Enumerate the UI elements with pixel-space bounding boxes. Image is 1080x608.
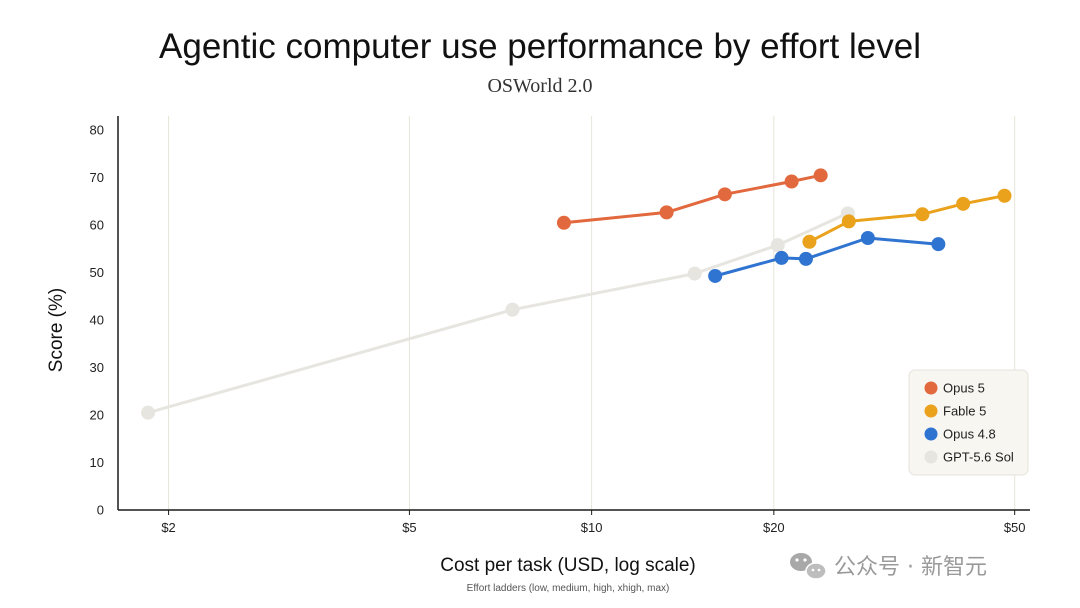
legend-label: Opus 5 [943,381,985,396]
y-axis-title: Score (%) [46,288,67,372]
y-tick-label: 70 [90,170,104,185]
x-tick-label: $5 [402,520,416,535]
data-point-opus-5 [784,174,799,189]
series-opus-4-8 [708,230,946,283]
data-point-opus-4-8 [708,268,723,283]
data-point-opus-5 [556,215,571,230]
x-tick-label: $20 [763,520,785,535]
series-fable-5 [802,188,1012,249]
legend-swatch [924,381,938,395]
chart-title: Agentic computer use performance by effo… [159,27,921,66]
data-point-opus-5 [813,168,828,183]
data-point-opus-4-8 [931,237,946,252]
wechat-icon [790,553,827,580]
y-tick-label: 60 [90,218,104,233]
series-line-opus-4-8 [713,236,940,278]
x-tick-label: $50 [1004,520,1026,535]
legend-box [908,369,1029,476]
y-tick-label: 20 [90,408,104,423]
y-tick-label: 0 [97,503,104,518]
watermark-text: 公众号 · 新智元 [834,555,987,580]
legend-label: Fable 5 [943,404,986,419]
x-tick-label: $2 [161,520,175,535]
data-point-opus-4-8 [860,230,875,245]
data-point-opus-5 [717,187,732,202]
axes [117,116,1030,515]
y-tick-label: 40 [90,313,104,328]
legend-swatch [924,427,938,441]
series-lines [141,168,1012,420]
legend-label: GPT-5.6 Sol [943,450,1014,465]
data-point-opus-4-8 [798,251,813,266]
series-gpt-5-6-sol [141,206,855,420]
chart-subtitle: OSWorld 2.0 [487,75,592,97]
data-point-fable-5 [915,207,930,222]
y-tick-label: 10 [90,455,104,470]
legend-label: Opus 4.8 [943,427,996,442]
legend-swatch [924,450,938,464]
x-axis-title: Cost per task (USD, log scale) [440,555,696,576]
y-tick-label: 30 [90,360,104,375]
x-tick-label: $10 [581,520,603,535]
x-axis-caption: Effort ladders (low, medium, high, xhigh… [467,583,670,594]
data-point-gpt-5-6-sol [505,302,520,317]
data-point-gpt-5-6-sol [770,238,785,253]
watermark: 公众号 · 新智元 [790,553,987,580]
y-tick-label: 50 [90,265,104,280]
grid-lines [168,116,1016,510]
data-point-opus-4-8 [774,250,789,265]
legend-items: Opus 5 Fable 5 Opus 4.8 GPT-5.6 Sol [924,381,1014,465]
y-tick-label: 80 [90,123,104,138]
series-line-opus-5 [562,173,823,225]
tick-labels: $2 $5 $10 $20 $50 0 10 20 30 40 50 60 70 80 [90,123,1026,535]
data-point-fable-5 [997,188,1012,203]
data-point-gpt-5-6-sol [687,266,702,281]
data-point-fable-5 [841,214,856,229]
data-point-opus-5 [659,205,674,220]
series-opus-5 [556,168,828,230]
data-point-gpt-5-6-sol [141,405,156,420]
legend-swatch [924,404,938,418]
legend: Opus 5 Fable 5 Opus 4.8 GPT-5.6 Sol [908,369,1029,476]
data-point-fable-5 [802,234,817,249]
series-line-gpt-5-6-sol [146,211,850,415]
data-point-fable-5 [956,196,971,211]
